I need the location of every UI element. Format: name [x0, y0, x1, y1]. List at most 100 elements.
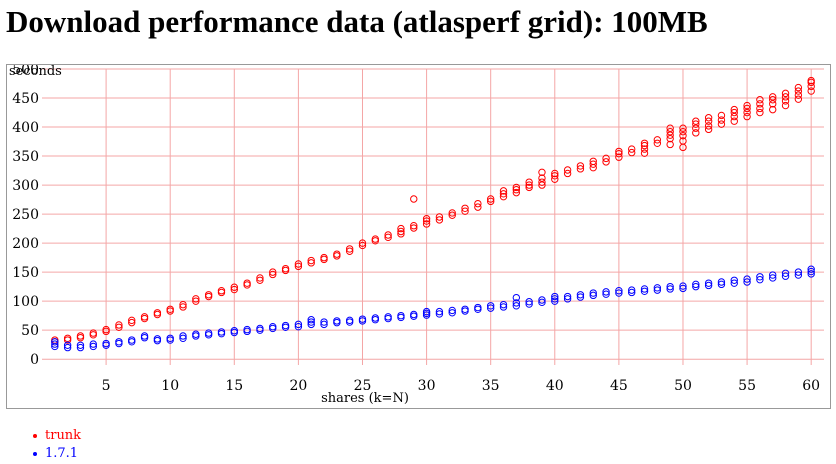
data-point [666, 134, 674, 143]
data-point [538, 296, 546, 304]
data-point [717, 280, 726, 289]
data-point [692, 280, 700, 289]
data-point [743, 101, 751, 110]
data-point [704, 117, 713, 125]
data-point [435, 310, 444, 318]
data-point [679, 124, 687, 132]
data-point [307, 256, 315, 265]
data-point [435, 213, 444, 221]
data-point [269, 268, 277, 276]
y-tick-label: 50 [21, 323, 39, 339]
data-point [51, 338, 59, 346]
data-point [640, 141, 649, 150]
data-point [794, 83, 803, 92]
data-point [730, 108, 738, 117]
data-point [320, 318, 328, 326]
x-tick-label: 15 [225, 378, 243, 394]
data-point [51, 342, 59, 351]
data-point [717, 120, 726, 128]
data-point [217, 328, 226, 336]
data-point [628, 148, 636, 157]
data-point [589, 157, 597, 165]
data-point [307, 316, 315, 324]
data-point [525, 178, 533, 186]
data-point [769, 93, 777, 101]
y-tick-label: 400 [12, 120, 39, 136]
data-point [807, 270, 815, 278]
data-point [153, 335, 162, 343]
data-point [628, 286, 636, 294]
data-point [230, 285, 238, 294]
data-point [474, 303, 482, 312]
data-point [525, 298, 533, 306]
data-point [538, 174, 546, 182]
data-point [153, 309, 162, 317]
data-point [704, 125, 713, 134]
data-point [63, 343, 72, 352]
data-point [345, 247, 354, 255]
data-point [307, 318, 315, 326]
legend-label: 1.7.1 [45, 446, 79, 461]
legend-item: trunk [33, 427, 81, 445]
data-point [294, 260, 303, 268]
data-point [576, 162, 585, 170]
data-point [204, 329, 213, 337]
data-point [358, 239, 367, 247]
legend-marker-icon [33, 434, 37, 438]
data-point [679, 132, 687, 140]
data-point [256, 274, 264, 282]
data-point [281, 264, 290, 273]
data-point [704, 279, 713, 287]
data-point [666, 127, 674, 136]
x-tick-label: 20 [289, 378, 307, 394]
data-point [538, 181, 546, 189]
data-point [345, 245, 354, 253]
data-point [781, 101, 790, 110]
page-title: Download performance data (atlasperf gri… [6, 4, 708, 39]
data-point [345, 316, 354, 325]
data-point [794, 91, 803, 99]
chart-frame: 5 10 15 20 25 30 35 40 45 50 55 60 0 50 100 150 200 250 30… [6, 64, 831, 409]
data-point [756, 273, 764, 281]
data-point [320, 253, 328, 262]
data-point [743, 112, 751, 121]
data-point [63, 341, 72, 349]
data-point [179, 332, 187, 340]
data-point [576, 293, 585, 301]
data-point [499, 303, 508, 311]
data-point [730, 105, 738, 114]
data-point [486, 195, 495, 203]
data-point [640, 145, 649, 153]
data-point [230, 327, 238, 335]
data-point [410, 195, 418, 203]
data-point [692, 117, 700, 125]
data-point [679, 127, 687, 136]
data-point [602, 290, 610, 298]
data-point [294, 262, 303, 271]
data-point [551, 297, 559, 305]
data-point [461, 305, 469, 313]
data-point [692, 124, 700, 132]
data-point [807, 76, 815, 85]
data-point [140, 313, 149, 321]
data-point [781, 272, 790, 280]
data-point [269, 270, 277, 279]
data-point [615, 153, 623, 161]
data-point [422, 215, 431, 223]
data-point [640, 287, 649, 295]
data-point [461, 204, 469, 212]
data-point [589, 291, 597, 300]
data-point [653, 286, 662, 294]
data-point [397, 227, 405, 236]
data-point [307, 259, 315, 267]
y-axis-title: seconds [9, 65, 62, 79]
data-point [256, 276, 264, 284]
data-point [794, 271, 803, 279]
data-point [692, 129, 700, 137]
data-point [666, 131, 674, 139]
data-point [653, 284, 662, 292]
data-point [410, 310, 418, 319]
data-point [89, 340, 97, 348]
data-point [281, 321, 290, 330]
data-point [666, 140, 674, 149]
